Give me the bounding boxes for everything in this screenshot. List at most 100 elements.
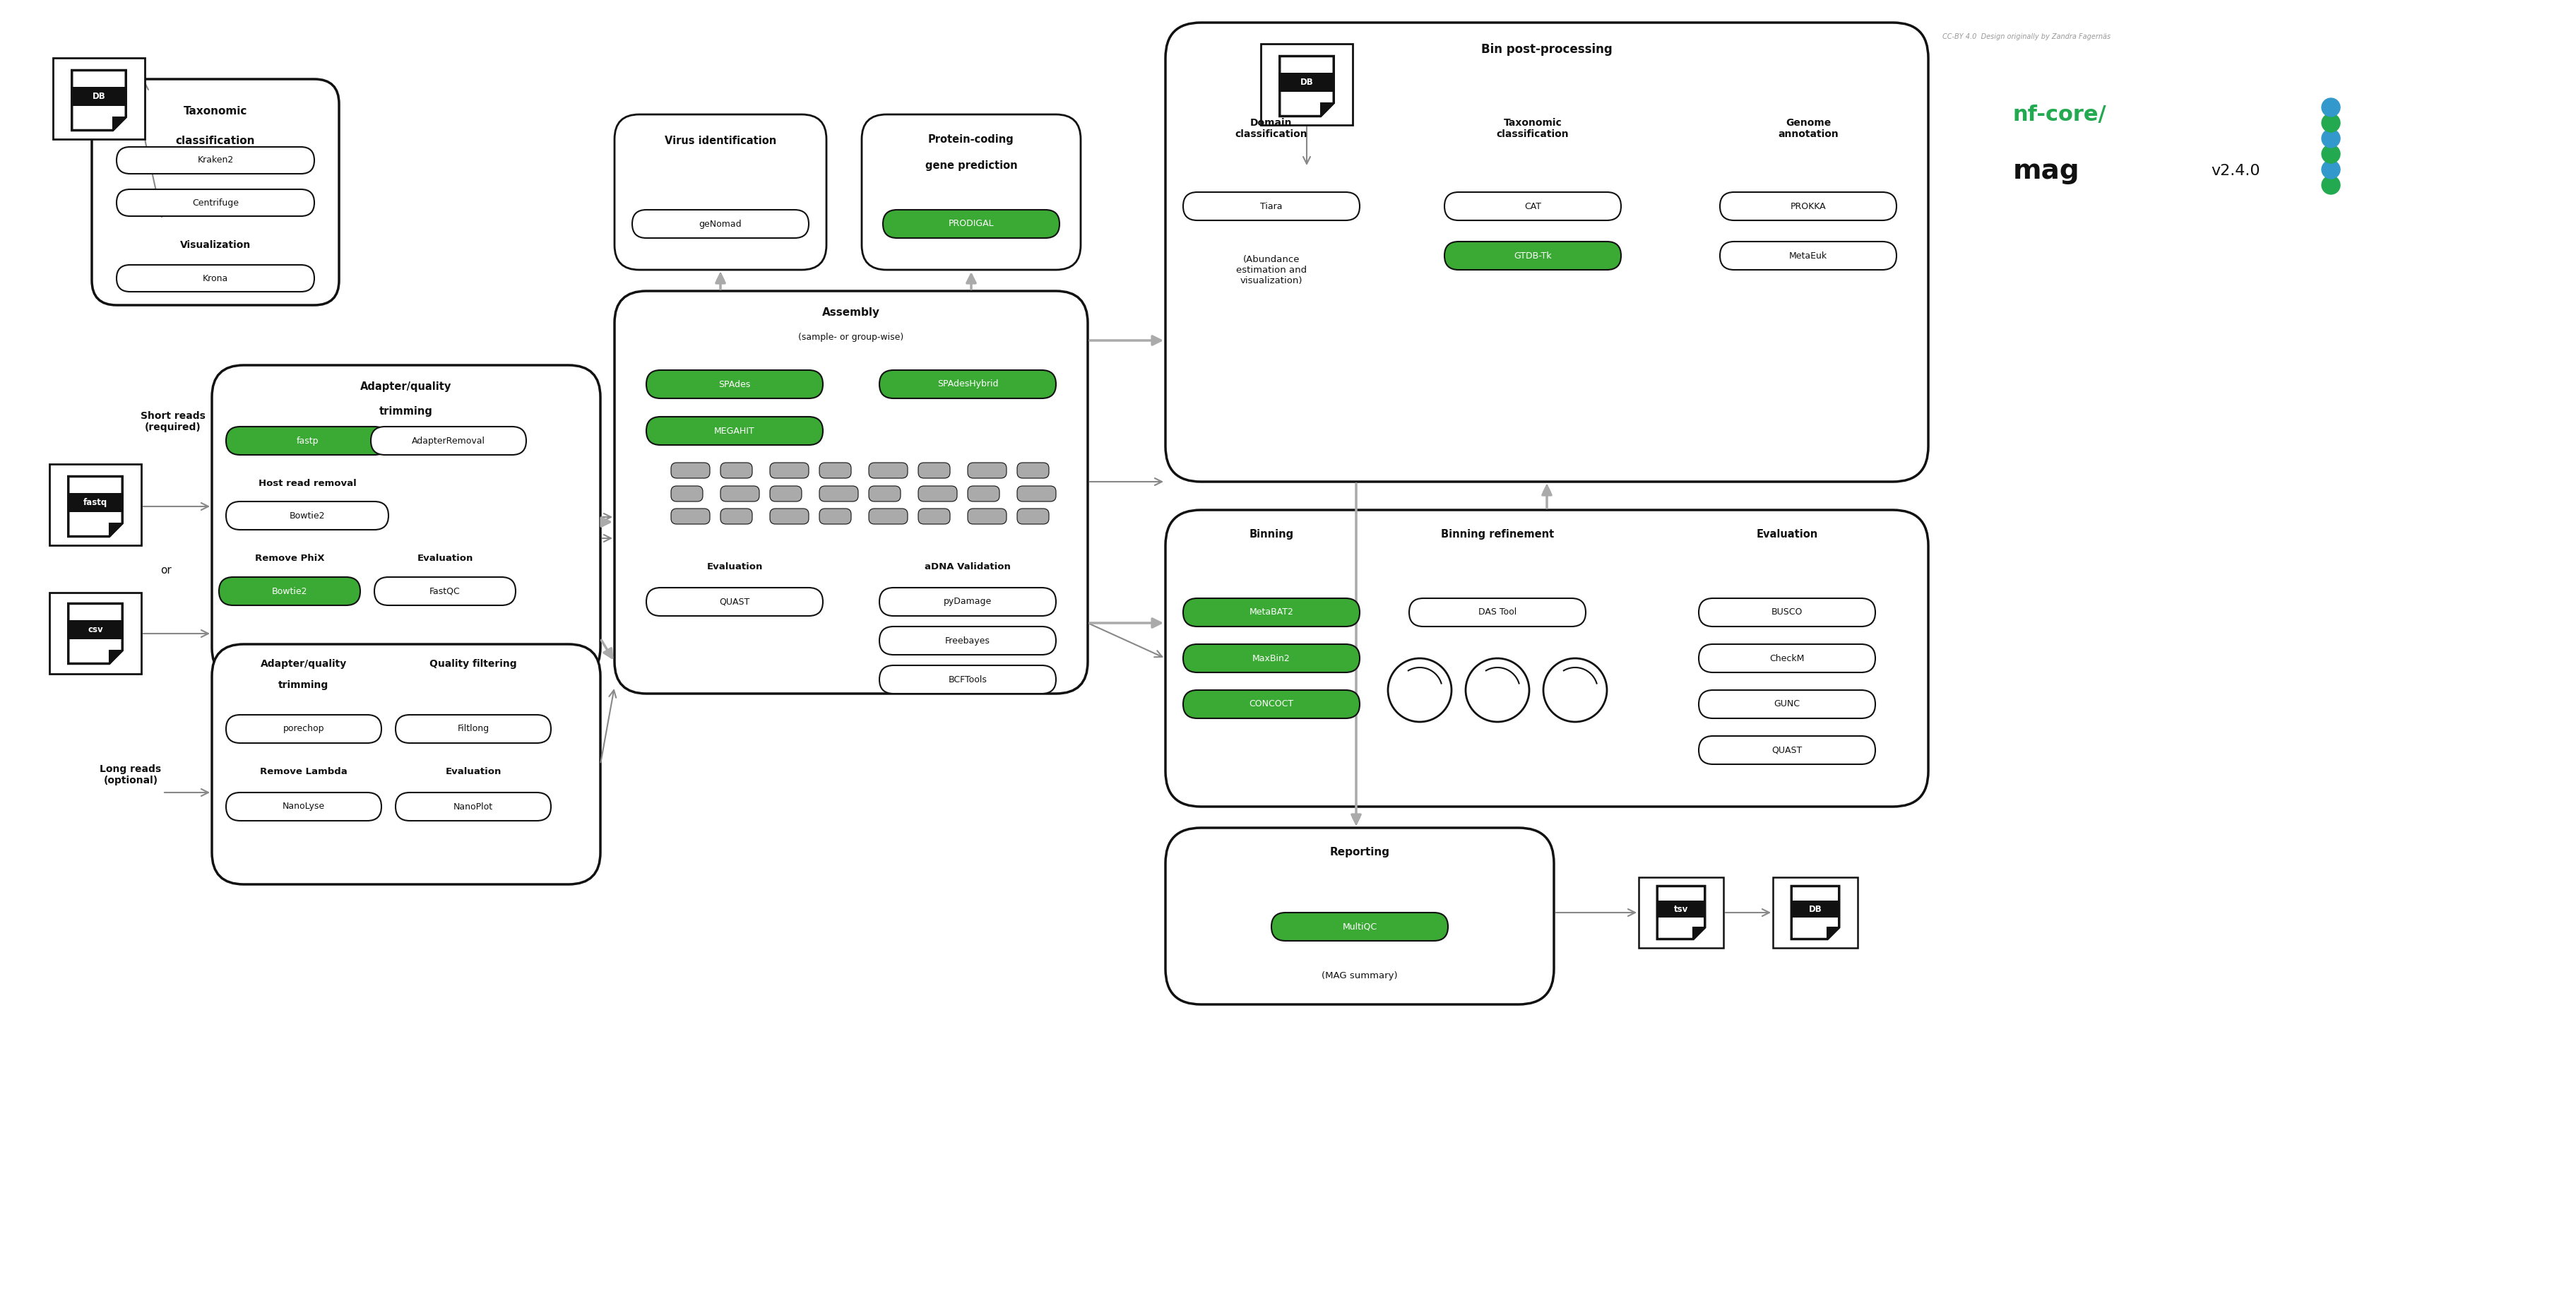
Text: Visualization: Visualization [180, 241, 250, 250]
FancyBboxPatch shape [211, 644, 600, 884]
Text: GUNC: GUNC [1772, 700, 1801, 709]
Text: nf-core/: nf-core/ [2012, 105, 2107, 124]
FancyBboxPatch shape [868, 487, 902, 502]
FancyBboxPatch shape [1182, 598, 1360, 626]
Text: tsv: tsv [1674, 905, 1687, 914]
FancyBboxPatch shape [1018, 487, 1056, 502]
FancyBboxPatch shape [49, 593, 142, 674]
Polygon shape [1826, 928, 1839, 939]
Text: geNomad: geNomad [698, 219, 742, 229]
Text: Evaluation: Evaluation [1757, 529, 1816, 540]
Text: Tiara: Tiara [1260, 202, 1283, 211]
Polygon shape [1790, 886, 1839, 939]
FancyBboxPatch shape [227, 502, 389, 529]
Text: fastq: fastq [82, 498, 108, 507]
FancyBboxPatch shape [631, 210, 809, 238]
FancyBboxPatch shape [1164, 828, 1553, 1004]
Text: CONCOCT: CONCOCT [1249, 700, 1293, 709]
Text: GTDB-Tk: GTDB-Tk [1512, 251, 1551, 260]
Polygon shape [1319, 104, 1334, 116]
FancyBboxPatch shape [613, 291, 1087, 694]
Text: Long reads
(optional): Long reads (optional) [100, 765, 162, 785]
Text: Bowtie2: Bowtie2 [289, 511, 325, 520]
FancyBboxPatch shape [116, 148, 314, 173]
FancyBboxPatch shape [670, 509, 708, 524]
FancyBboxPatch shape [613, 114, 827, 270]
FancyBboxPatch shape [721, 463, 752, 479]
Text: Host read removal: Host read removal [258, 479, 355, 488]
FancyBboxPatch shape [70, 493, 121, 512]
Polygon shape [72, 70, 126, 131]
FancyBboxPatch shape [397, 792, 551, 820]
FancyBboxPatch shape [1445, 192, 1620, 220]
Text: mag: mag [2012, 158, 2079, 184]
FancyBboxPatch shape [868, 463, 907, 479]
Circle shape [2321, 145, 2339, 163]
Text: aDNA Validation: aDNA Validation [925, 562, 1010, 571]
FancyBboxPatch shape [93, 79, 340, 305]
Polygon shape [70, 476, 121, 537]
Circle shape [2321, 98, 2339, 116]
Text: Taxonomic
classification: Taxonomic classification [1497, 118, 1569, 140]
Polygon shape [1656, 886, 1705, 939]
Text: Freebayes: Freebayes [945, 637, 989, 646]
Polygon shape [108, 523, 121, 537]
Text: trimming: trimming [278, 681, 330, 690]
FancyBboxPatch shape [1018, 509, 1048, 524]
Text: PROKKA: PROKKA [1790, 202, 1826, 211]
Polygon shape [70, 603, 121, 664]
Text: (MAG summary): (MAG summary) [1321, 972, 1396, 981]
Text: MEGAHIT: MEGAHIT [714, 426, 755, 436]
Text: Kraken2: Kraken2 [198, 155, 234, 164]
FancyBboxPatch shape [1182, 644, 1360, 673]
Text: QUAST: QUAST [719, 598, 750, 607]
Text: MultiQC: MultiQC [1342, 923, 1376, 932]
Text: v2.4.0: v2.4.0 [2210, 164, 2259, 179]
FancyBboxPatch shape [1260, 44, 1352, 126]
Text: MaxBin2: MaxBin2 [1252, 653, 1291, 663]
FancyBboxPatch shape [721, 509, 752, 524]
FancyBboxPatch shape [819, 487, 858, 502]
Text: NanoLyse: NanoLyse [283, 802, 325, 811]
FancyBboxPatch shape [1164, 22, 1927, 481]
FancyBboxPatch shape [1280, 72, 1334, 92]
FancyBboxPatch shape [647, 417, 822, 445]
Text: QUAST: QUAST [1772, 745, 1801, 754]
Text: Virus identification: Virus identification [665, 136, 775, 146]
Text: SPAdesHybrid: SPAdesHybrid [938, 379, 997, 388]
FancyBboxPatch shape [917, 487, 956, 502]
Text: Bin post-processing: Bin post-processing [1481, 43, 1613, 56]
FancyBboxPatch shape [670, 463, 708, 479]
Text: Taxonomic: Taxonomic [183, 106, 247, 116]
FancyBboxPatch shape [1698, 598, 1875, 626]
Circle shape [2321, 129, 2339, 148]
FancyBboxPatch shape [72, 87, 126, 106]
Text: BUSCO: BUSCO [1770, 608, 1803, 617]
Text: Protein-coding: Protein-coding [927, 133, 1015, 145]
Text: PRODIGAL: PRODIGAL [948, 219, 994, 229]
FancyBboxPatch shape [1772, 877, 1857, 949]
Text: Bowtie2: Bowtie2 [270, 586, 307, 595]
FancyBboxPatch shape [1182, 690, 1360, 718]
FancyBboxPatch shape [1182, 192, 1360, 220]
Text: DB: DB [1808, 905, 1821, 914]
Text: Krona: Krona [204, 274, 229, 283]
Text: Assembly: Assembly [822, 307, 881, 317]
Circle shape [2321, 160, 2339, 179]
Circle shape [1466, 659, 1528, 722]
Text: Domain
classification: Domain classification [1234, 118, 1306, 140]
FancyBboxPatch shape [878, 626, 1056, 655]
FancyBboxPatch shape [70, 620, 121, 639]
Text: Reporting: Reporting [1329, 848, 1388, 858]
FancyBboxPatch shape [770, 463, 809, 479]
FancyBboxPatch shape [227, 714, 381, 743]
Polygon shape [108, 651, 121, 664]
FancyBboxPatch shape [371, 427, 526, 455]
FancyBboxPatch shape [969, 487, 999, 502]
FancyBboxPatch shape [969, 509, 1007, 524]
Text: or: or [160, 564, 173, 576]
Text: Centrifuge: Centrifuge [193, 198, 240, 207]
FancyBboxPatch shape [647, 587, 822, 616]
FancyBboxPatch shape [1718, 242, 1896, 270]
FancyBboxPatch shape [819, 463, 850, 479]
